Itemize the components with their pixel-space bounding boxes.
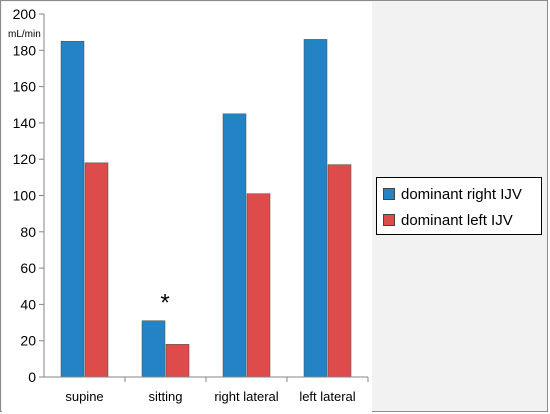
bar-left-ijv (246, 193, 271, 378)
x-tick-label: right lateral (214, 389, 278, 404)
legend-swatch-right-ijv (383, 188, 395, 200)
legend-item-left-ijv: dominant left IJV (383, 210, 513, 230)
legend-swatch-left-ijv (383, 214, 395, 226)
y-tick-label: 180 (13, 42, 37, 58)
x-tick-label: supine (65, 389, 103, 404)
y-tick-label: 60 (20, 260, 36, 276)
y-unit-label: mL/min (8, 29, 41, 40)
bar-right-ijv (222, 113, 247, 378)
y-tick-label: 140 (13, 115, 37, 131)
legend-label-left-ijv: dominant left IJV (401, 211, 513, 229)
x-tick-label: sitting (149, 389, 183, 404)
y-tick-label: 20 (20, 333, 36, 349)
y-tick-label: 160 (13, 79, 37, 95)
legend: dominant right IJV dominant left IJV (376, 177, 542, 235)
bar-left-ijv (327, 164, 352, 378)
y-tick-label: 200 (13, 6, 37, 22)
y-tick-label: 80 (20, 224, 36, 240)
bar-right-ijv (60, 40, 85, 378)
significance-asterisk: * (160, 290, 169, 317)
y-tick-label: 120 (13, 151, 37, 167)
legend-item-right-ijv: dominant right IJV (383, 184, 522, 204)
y-tick-label: 40 (20, 296, 36, 312)
bar-right-ijv (303, 39, 328, 378)
x-tick-label: left lateral (299, 389, 355, 404)
y-tick-label: 100 (13, 188, 37, 204)
bar-right-ijv (141, 320, 166, 378)
bar-left-ijv (84, 162, 109, 378)
bar-left-ijv (165, 344, 190, 378)
y-tick-label: 0 (28, 369, 36, 385)
legend-label-right-ijv: dominant right IJV (401, 185, 522, 203)
